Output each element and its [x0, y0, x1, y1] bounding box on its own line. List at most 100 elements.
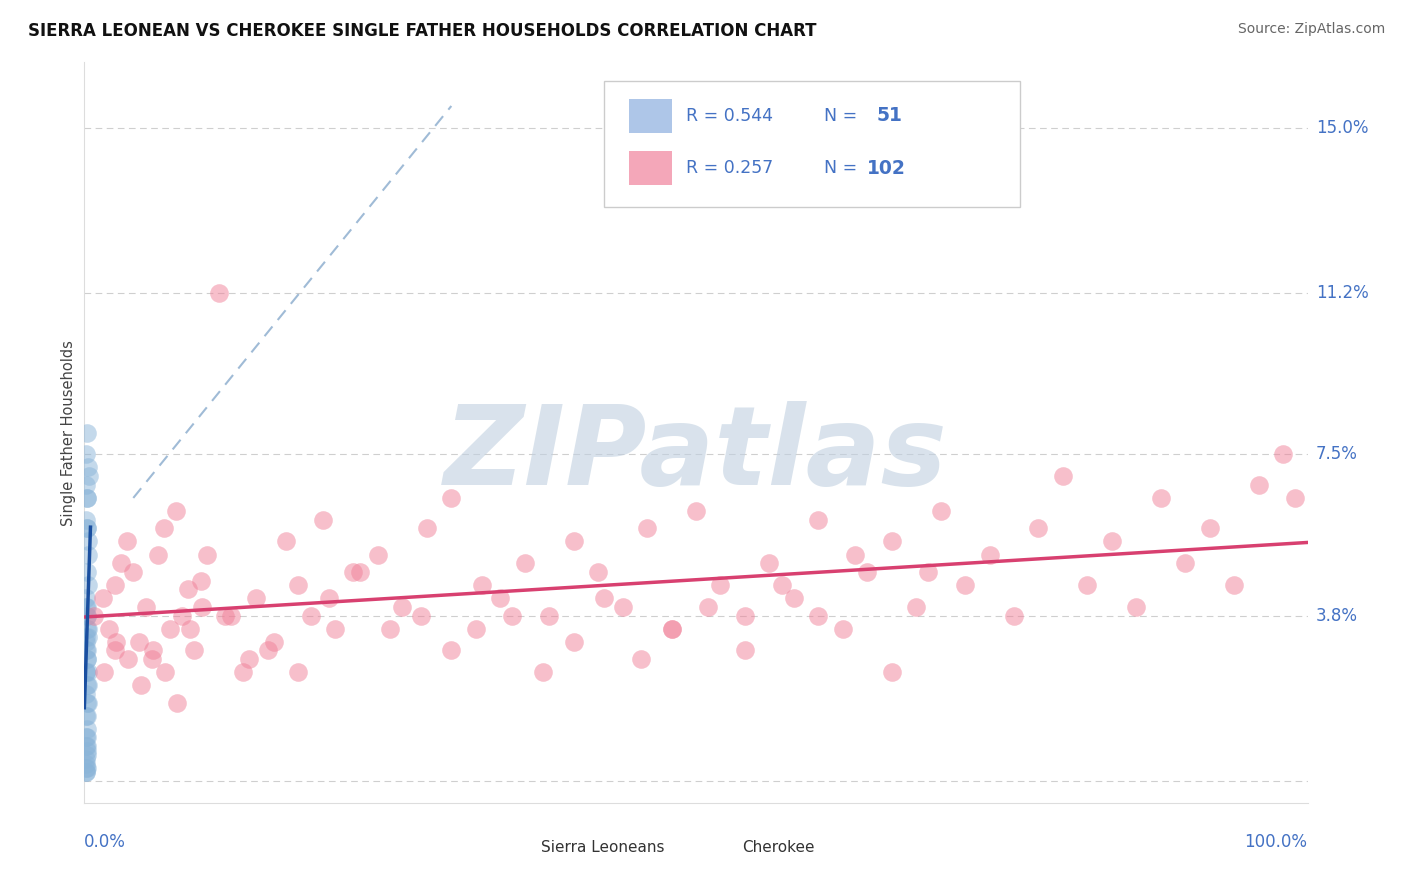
Point — [929, 504, 952, 518]
Point — [77, 696, 100, 710]
Point — [75, 761, 97, 775]
Point — [76, 491, 98, 505]
Point — [208, 286, 231, 301]
Point — [77, 678, 100, 692]
Point — [380, 622, 402, 636]
Point — [232, 665, 254, 680]
Point — [75, 591, 97, 606]
Point — [783, 591, 806, 606]
Point — [219, 608, 242, 623]
Text: 102: 102 — [868, 159, 905, 178]
Text: 51: 51 — [877, 106, 903, 125]
Text: 3.8%: 3.8% — [1316, 607, 1358, 624]
Point — [758, 556, 780, 570]
Point — [76, 599, 98, 614]
Point — [538, 608, 561, 623]
Point — [880, 534, 903, 549]
Point — [807, 608, 830, 623]
Point — [75, 447, 97, 461]
Point — [91, 591, 114, 606]
Point — [856, 565, 879, 579]
Point — [110, 556, 132, 570]
Point — [1198, 521, 1220, 535]
Point — [129, 678, 152, 692]
Point — [75, 630, 97, 644]
Point — [905, 599, 928, 614]
Point — [75, 708, 97, 723]
Point — [142, 643, 165, 657]
Point — [464, 622, 486, 636]
Bar — [628, 152, 672, 185]
Point — [342, 565, 364, 579]
Point — [75, 687, 97, 701]
Point — [409, 608, 432, 623]
Point — [172, 608, 194, 623]
Point — [630, 652, 652, 666]
Point — [75, 756, 97, 771]
Point — [323, 622, 346, 636]
Point — [299, 608, 322, 623]
Point — [75, 765, 97, 780]
Point — [562, 534, 585, 549]
Point — [77, 460, 100, 475]
Point — [104, 578, 127, 592]
Point — [76, 743, 98, 757]
Point — [917, 565, 939, 579]
Point — [165, 504, 187, 518]
Point — [807, 513, 830, 527]
Point — [880, 665, 903, 680]
Point — [1125, 599, 1147, 614]
Point — [76, 696, 98, 710]
Point — [76, 652, 98, 666]
Point — [190, 574, 212, 588]
Point — [153, 521, 176, 535]
Point — [734, 608, 756, 623]
Point — [153, 665, 176, 680]
Point — [117, 652, 139, 666]
Point — [93, 665, 115, 680]
Point — [416, 521, 439, 535]
Point — [75, 599, 97, 614]
Point — [318, 591, 340, 606]
Point — [77, 578, 100, 592]
Point — [76, 608, 98, 623]
Point — [1002, 608, 1025, 623]
Point — [76, 652, 98, 666]
Text: 100.0%: 100.0% — [1244, 833, 1308, 851]
FancyBboxPatch shape — [605, 81, 1021, 207]
Point — [77, 622, 100, 636]
Point — [1174, 556, 1197, 570]
Point — [128, 634, 150, 648]
Point — [1076, 578, 1098, 592]
Point — [159, 622, 181, 636]
Point — [349, 565, 371, 579]
Point — [179, 622, 201, 636]
Point — [76, 425, 98, 440]
Point — [1052, 469, 1074, 483]
Point — [831, 622, 853, 636]
Point — [76, 521, 98, 535]
Point — [75, 513, 97, 527]
Point — [105, 634, 128, 648]
Point — [1247, 478, 1270, 492]
Point — [135, 599, 157, 614]
Point — [440, 491, 463, 505]
Point — [75, 634, 97, 648]
Point — [76, 761, 98, 775]
Point — [661, 622, 683, 636]
Text: N =: N = — [824, 107, 858, 125]
Text: 11.2%: 11.2% — [1316, 285, 1368, 302]
Text: Cherokee: Cherokee — [742, 839, 815, 855]
Point — [183, 643, 205, 657]
Point — [177, 582, 200, 597]
Point — [191, 599, 214, 614]
Point — [76, 565, 98, 579]
Point — [83, 608, 105, 623]
Text: SIERRA LEONEAN VS CHEROKEE SINGLE FATHER HOUSEHOLDS CORRELATION CHART: SIERRA LEONEAN VS CHEROKEE SINGLE FATHER… — [28, 22, 817, 40]
Text: Sierra Leoneans: Sierra Leoneans — [541, 839, 664, 855]
Point — [76, 722, 98, 736]
Point — [76, 708, 98, 723]
Point — [76, 643, 98, 657]
Point — [214, 608, 236, 623]
Point — [391, 599, 413, 614]
